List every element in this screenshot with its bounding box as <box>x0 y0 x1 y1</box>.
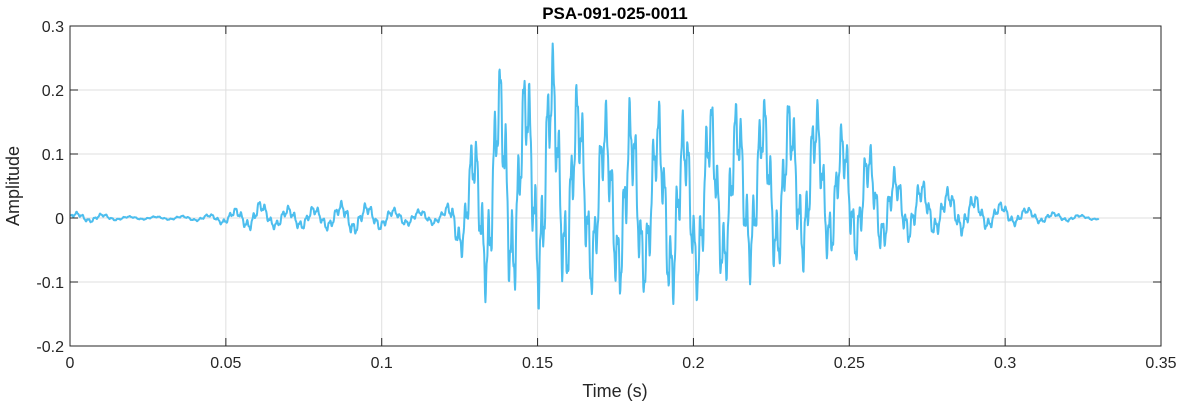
y-tick-label: 0.1 <box>42 147 64 164</box>
plot-area <box>70 26 1161 346</box>
x-tick-label: 0.2 <box>682 355 704 372</box>
x-tick-labels: 0 0.05 0.1 0.15 0.2 0.25 0.3 0.35 <box>66 355 1177 372</box>
y-tick-label: 0 <box>55 211 64 228</box>
y-axis-label: Amplitude <box>3 146 23 226</box>
x-tick-label: 0.25 <box>834 355 865 372</box>
x-tick-label: 0 <box>66 355 75 372</box>
x-tick-label: 0.35 <box>1145 355 1176 372</box>
x-axis-label: Time (s) <box>582 381 647 401</box>
tick-marks <box>69 25 1162 347</box>
x-tick-label: 0.05 <box>210 355 241 372</box>
y-tick-labels: -0.2 -0.1 0 0.1 0.2 0.3 <box>36 19 64 356</box>
y-tick-label: -0.1 <box>36 275 64 292</box>
y-tick-label: -0.2 <box>36 339 64 356</box>
waveform-line <box>70 42 1100 310</box>
chart-title: PSA-091-025-0011 <box>542 4 688 23</box>
y-tick-label: 0.3 <box>42 19 64 36</box>
plot-border <box>69 25 1162 347</box>
x-tick-label: 0.15 <box>522 355 553 372</box>
y-tick-label: 0.2 <box>42 83 64 100</box>
waveform-series <box>70 42 1100 310</box>
x-tick-label: 0.1 <box>371 355 393 372</box>
x-tick-label: 0.3 <box>994 355 1016 372</box>
